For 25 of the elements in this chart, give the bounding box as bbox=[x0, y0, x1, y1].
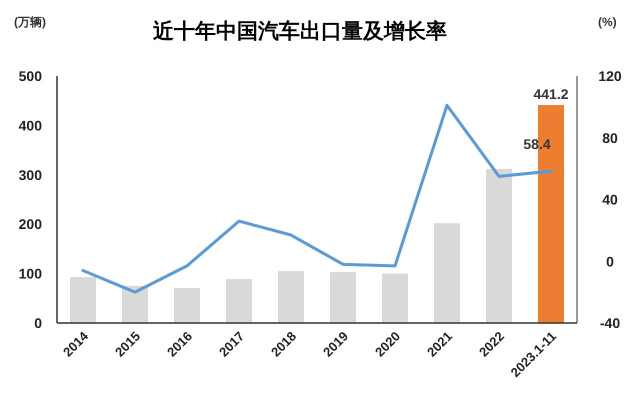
y2-tick-label: -40 bbox=[600, 315, 620, 331]
bar bbox=[486, 168, 512, 323]
y-tick-label: 300 bbox=[18, 166, 42, 183]
y2-tick-label: 40 bbox=[602, 192, 618, 208]
bar bbox=[174, 288, 200, 323]
bar bbox=[70, 277, 96, 323]
bar bbox=[122, 286, 148, 323]
y-tick-label: 0 bbox=[34, 315, 42, 331]
y-tick-label: 400 bbox=[18, 117, 42, 134]
y2-tick-label: 120 bbox=[598, 68, 622, 84]
y2-axis-title: (%) bbox=[598, 15, 617, 29]
bar bbox=[382, 274, 408, 323]
y-axis-title: (万辆) bbox=[14, 15, 46, 29]
bar bbox=[226, 279, 252, 323]
y2-tick-label: 80 bbox=[602, 130, 618, 146]
bar bbox=[330, 272, 356, 323]
data-label: 441.2 bbox=[533, 86, 569, 102]
line-series bbox=[82, 104, 552, 294]
bar bbox=[278, 271, 304, 323]
y2-tick-label: 0 bbox=[606, 253, 614, 270]
y-tick-label: 100 bbox=[18, 266, 42, 282]
chart-title: 近十年中国汽车出口量及增长率 bbox=[152, 19, 447, 43]
y-tick-label: 500 bbox=[18, 68, 42, 84]
bar bbox=[434, 223, 460, 323]
y-tick-label: 200 bbox=[18, 216, 42, 232]
